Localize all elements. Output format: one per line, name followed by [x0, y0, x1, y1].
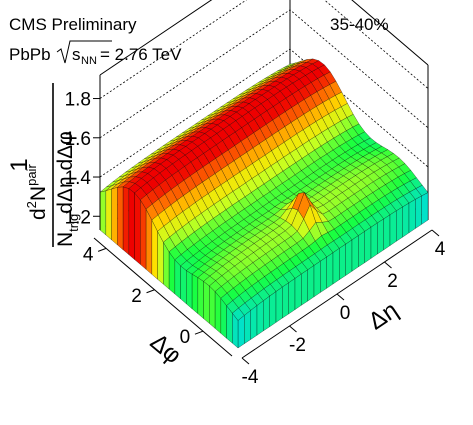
surface-front-edge-cell: [313, 260, 321, 298]
surface-side-edge-cell: [186, 270, 193, 310]
surface-front-edge-cell: [307, 265, 315, 302]
x-tick-label: -2: [289, 335, 306, 356]
z-title-one: 1: [6, 158, 33, 171]
surface-front-edge-cell: [339, 243, 346, 281]
surface-front-edge-cell: [351, 235, 359, 272]
z-gridline-3: [99, 0, 429, 99]
surface-front-edge-cell: [237, 315, 245, 349]
surface-side-edge-cell: [111, 187, 118, 246]
y-tick-mark: [194, 330, 204, 335]
z-title-numerator: d2Npair: [24, 164, 50, 220]
surface-front-edge-cell: [269, 291, 277, 328]
surface-side-edge-cell: [117, 186, 124, 251]
y-tick-mark: [97, 247, 107, 252]
surface-front-edge-cell: [244, 310, 251, 345]
y-tick-mark: [146, 289, 155, 294]
surface-side-edge-cell: [140, 199, 147, 270]
energy-subscript: NN: [81, 55, 97, 67]
surface-front-edge-cell: [370, 222, 378, 259]
surface-front-edge-cell: [301, 269, 308, 306]
surface-front-edge-cell: [389, 210, 397, 246]
z-tick-label: 1.6: [65, 129, 91, 150]
x-tick-mark: [336, 293, 345, 301]
experiment-label: CMS Preliminary: [9, 15, 137, 34]
surface-front-edge-cell: [396, 206, 403, 242]
surface-front-edge-cell: [256, 300, 264, 336]
surface-front-edge-cell: [263, 295, 270, 332]
surface-front-edge-cell: [345, 239, 353, 276]
surface-front-edge-cell: [320, 256, 327, 293]
surface-front-edge-cell: [326, 252, 334, 289]
surface-side-edge-cell: [197, 277, 204, 319]
system-label: PbPb: [9, 45, 51, 64]
surface-front-edge-cell: [421, 192, 429, 225]
x-tick-mark: [431, 229, 440, 237]
system-energy-label: PbPb s NN = 2.76 TeV: [9, 40, 182, 67]
z-tick-label: 1.2: [65, 207, 91, 228]
y-tick-label: 4: [83, 244, 94, 265]
x-tick-mark: [241, 357, 250, 365]
surface-front-edge-cell: [250, 305, 258, 340]
surface-side-edge-cell: [99, 190, 106, 236]
z-tick-label: 1.4: [65, 168, 92, 189]
back-top-edge: [99, 0, 429, 76]
surface-front-edge-cell: [377, 218, 384, 255]
surface-front-edge-cell: [364, 226, 372, 264]
surface-side-edge-cell: [203, 281, 210, 324]
y-tick-label: 0: [180, 327, 191, 348]
surface-front-edge-cell: [288, 278, 296, 315]
z-axis-title: 1 d2Npair NtrigdΔη dΔφ: [6, 83, 81, 247]
x-tick-mark: [384, 261, 392, 269]
energy-symbol: s: [72, 45, 81, 64]
surface-front-edge-cell: [383, 214, 391, 251]
sqrt-sign: [56, 40, 112, 64]
surface-side-edge-cell: [180, 265, 187, 305]
y-axis-line: [93, 237, 233, 357]
surface-front-edge-cell: [358, 231, 365, 268]
x-tick-label: 2: [387, 271, 398, 292]
x-axis-title: Δη: [364, 297, 403, 336]
surface-side-edge-cell: [214, 291, 221, 334]
z-gridline-2: [99, 9, 429, 139]
z-title-denominator: NtrigdΔη dΔφ: [54, 131, 81, 247]
surface-side-edge-cell: [134, 192, 141, 265]
x-tick-label: 4: [435, 239, 446, 260]
z-gridline-1: [99, 48, 429, 178]
surface-side-edge-cell: [122, 186, 129, 255]
centrality-label: 35-40%: [330, 15, 389, 34]
energy-value: = 2.76 TeV: [100, 45, 182, 64]
x-tick-label: 0: [340, 303, 351, 324]
y-tick-label: 2: [131, 286, 142, 307]
surface-front-edge-cell: [408, 199, 416, 234]
x-tick-mark: [289, 325, 297, 333]
surface-front-edge-cell: [275, 286, 283, 323]
z-tick-label: 1.8: [65, 90, 91, 111]
surface-side-edge-cell: [105, 188, 112, 241]
x-tick-label: -4: [242, 367, 259, 388]
surface-side-edge-cell: [174, 259, 181, 300]
surface-side-edge-cell: [191, 273, 198, 314]
surface-front-edge-cell: [282, 282, 289, 319]
surface-side-edge-cell: [128, 188, 135, 260]
surface-front-edge-cell: [415, 195, 422, 229]
surface-front-edge-cell: [294, 273, 302, 310]
surface-mesh: [99, 58, 429, 349]
surface-front-edge-cell: [332, 248, 340, 285]
surface-front-edge-cell: [402, 202, 410, 238]
surface-side-edge-cell: [209, 285, 216, 329]
plot-axes: -4 -2 0 2 4 0 2 4 1.2 1.4 1.6 1.8: [65, 75, 446, 388]
surface-side-edge-cell: [145, 209, 152, 275]
